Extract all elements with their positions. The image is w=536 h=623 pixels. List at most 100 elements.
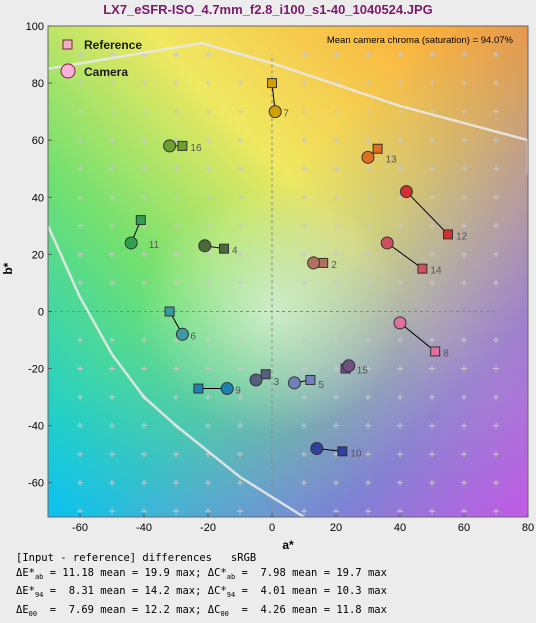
chart-title: LX7_eSFR-ISO_4.7mm_f2.8_i100_s1-40_10405… (103, 2, 433, 17)
stats-text: ΔE* (16, 566, 35, 579)
grid-mark (301, 165, 307, 172)
stats-panel: [Input - reference] differences sRGB ΔE*a… (16, 551, 387, 621)
grid-mark (77, 51, 83, 58)
grid-mark (461, 422, 467, 429)
grid-mark (109, 422, 115, 429)
legend-camera-marker (60, 63, 76, 79)
y-tick-label: 60 (32, 135, 44, 147)
reference-point (177, 140, 188, 151)
grid-mark (461, 80, 467, 87)
grid-mark (141, 137, 147, 144)
grid-mark (461, 251, 467, 258)
grid-mark (237, 137, 243, 144)
grid-mark (141, 451, 147, 458)
point-label: 11 (149, 240, 160, 251)
stats-text: = 7.98 mean = 19.7 max (235, 566, 387, 579)
reference-point (193, 383, 204, 394)
grid-mark (461, 394, 467, 401)
grid-mark (109, 222, 115, 229)
grid-mark (77, 222, 83, 229)
grid-mark (461, 337, 467, 344)
grid-mark (429, 165, 435, 172)
grid-mark (237, 365, 243, 372)
grid-mark (429, 508, 435, 515)
grid-mark (333, 337, 339, 344)
grid-mark (109, 194, 115, 201)
reference-point (135, 215, 146, 226)
grid-mark (109, 51, 115, 58)
chroma-chart: 2 3 4 5 6 7 8 9 10 11 12 13 14 15 16 -60 -40 -20 0 20 40 60 8… (1, 21, 534, 550)
grid-mark (109, 479, 115, 486)
grid-mark (365, 451, 371, 458)
grid-mark (301, 51, 307, 58)
point-label: 12 (456, 231, 468, 242)
grid-mark (333, 365, 339, 372)
grid-mark (493, 422, 499, 429)
grid-mark (237, 337, 243, 344)
x-tick-label: -20 (200, 522, 216, 534)
camera-point (342, 359, 356, 373)
x-axis-label: a* (282, 538, 294, 550)
y-tick-label: -20 (28, 364, 44, 376)
grid-mark (365, 80, 371, 87)
grid-mark (429, 365, 435, 372)
grid-mark (77, 108, 83, 115)
grid-mark (333, 222, 339, 229)
grid-mark (205, 422, 211, 429)
grid-mark (333, 108, 339, 115)
gamut-boundary (48, 41, 528, 517)
grid-mark (397, 394, 403, 401)
x-tick-label: -60 (72, 522, 88, 534)
grid-mark (461, 279, 467, 286)
grid-mark (301, 108, 307, 115)
grid-mark (461, 137, 467, 144)
stats-row: ΔE*ab = 11.18 mean = 19.9 max; ΔC*ab = 7… (16, 566, 387, 585)
grid-mark (429, 337, 435, 344)
grid-mark (173, 394, 179, 401)
point-label: 15 (357, 366, 369, 377)
gamut-line-upper (48, 41, 528, 175)
grid-mark (365, 394, 371, 401)
grid-mark (397, 222, 403, 229)
grid-mark (397, 51, 403, 58)
grid-mark (173, 508, 179, 515)
grid-mark (493, 479, 499, 486)
grid-mark (429, 194, 435, 201)
grid-mark (141, 251, 147, 258)
x-tick-label: 80 (522, 522, 534, 534)
x-tick-label: -40 (136, 522, 152, 534)
grid-mark (301, 80, 307, 87)
grid-mark (141, 479, 147, 486)
reference-point (219, 243, 229, 254)
grid-mark (365, 422, 371, 429)
y-tick-label: 80 (32, 78, 44, 90)
grid-mark (365, 251, 371, 258)
grid-mark (205, 222, 211, 229)
grid-mark (77, 479, 83, 486)
stats-subscript: 94 (226, 591, 236, 600)
grid-mark (205, 108, 211, 115)
camera-point (175, 327, 189, 341)
y-tick-label: 100 (26, 21, 44, 33)
reference-point (267, 78, 277, 89)
grid-mark (365, 108, 371, 115)
grid-mark (301, 222, 307, 229)
reference-point (260, 369, 271, 380)
point-label: 3 (274, 377, 280, 388)
grid-mark (397, 451, 403, 458)
grid-mark (493, 365, 499, 372)
grid-mark (461, 365, 467, 372)
grid-mark (77, 365, 83, 372)
grid-mark (237, 251, 243, 258)
stats-subscript: ab (34, 572, 44, 581)
grid-mark (493, 51, 499, 58)
grid-mark (461, 51, 467, 58)
grid-mark (237, 279, 243, 286)
grid-mark (205, 80, 211, 87)
grid-mark (333, 394, 339, 401)
grid-mark (237, 422, 243, 429)
grid-mark (429, 80, 435, 87)
point-label: 4 (232, 246, 238, 257)
plot-area: 2 3 4 5 6 7 8 9 10 11 12 13 14 15 16 (48, 26, 528, 517)
camera-point (249, 373, 263, 387)
